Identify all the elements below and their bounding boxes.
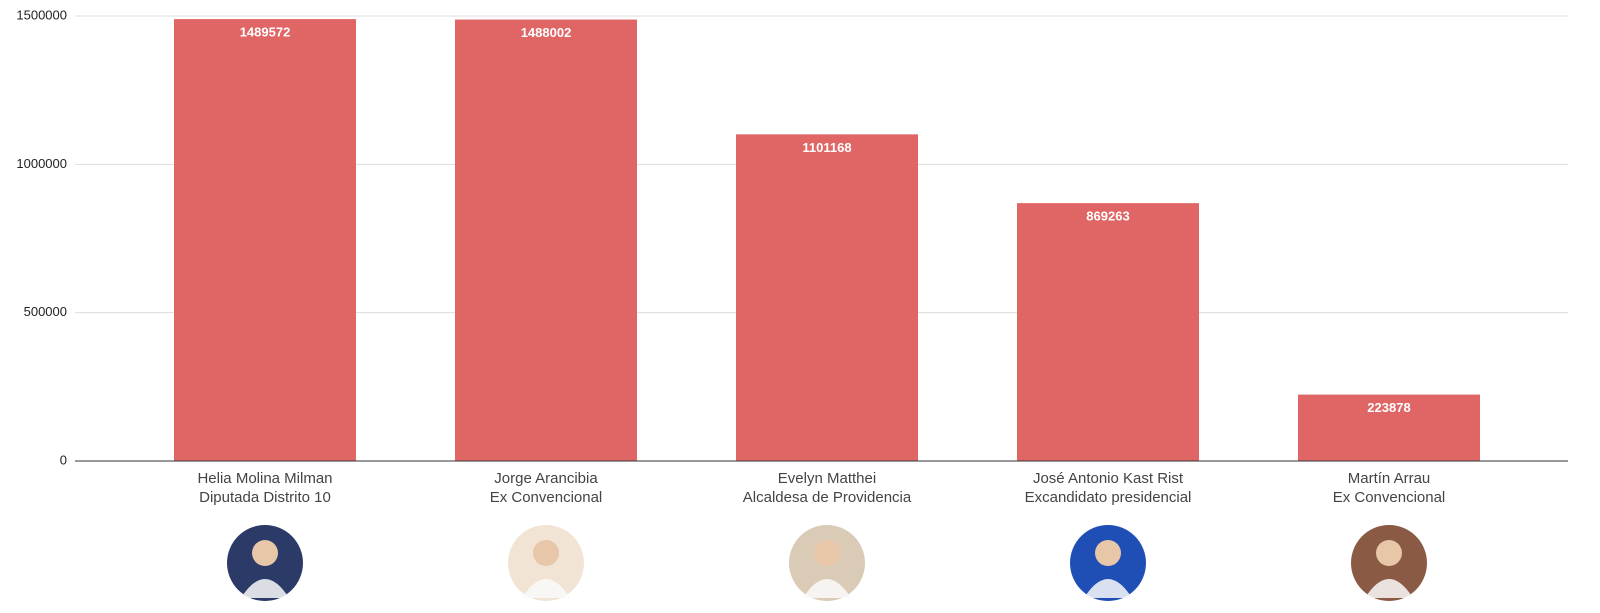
avatar-head	[1095, 540, 1121, 566]
bar	[1017, 203, 1199, 461]
avatar-body	[522, 579, 570, 598]
y-tick-label: 1000000	[16, 156, 67, 171]
avatar-body	[241, 579, 289, 598]
bar	[1298, 394, 1480, 461]
x-tick-sublabel: Ex Convencional	[1333, 489, 1446, 506]
value-label: 223878	[1367, 400, 1410, 415]
x-tick-sublabel: Diputada Distrito 10	[199, 489, 331, 506]
y-tick-label: 500000	[24, 304, 67, 319]
bar	[174, 19, 356, 462]
bar	[455, 19, 637, 461]
avatar	[508, 525, 584, 601]
x-tick-sublabel: Ex Convencional	[490, 489, 603, 506]
avatar	[789, 525, 865, 601]
x-tick-sublabel: Excandidato presidencial	[1025, 489, 1192, 506]
avatar-body	[803, 579, 851, 598]
value-label: 1101168	[802, 140, 851, 155]
value-label: 1489572	[240, 25, 291, 40]
bar	[736, 134, 918, 461]
value-label: 1488002	[521, 25, 572, 40]
avatar	[227, 525, 303, 601]
x-tick-sublabel: Alcaldesa de Providencia	[743, 489, 912, 506]
x-tick-label: Evelyn Matthei	[778, 470, 876, 487]
y-tick-label: 1500000	[16, 7, 67, 22]
avatar-body	[1365, 579, 1413, 598]
avatar	[1351, 525, 1427, 601]
x-tick-label: José Antonio Kast Rist	[1033, 470, 1184, 487]
avatar-head	[814, 540, 840, 566]
avatar-body	[1084, 579, 1132, 598]
avatar-head	[533, 540, 559, 566]
x-tick-label: Helia Molina Milman	[197, 470, 332, 487]
avatar	[1070, 525, 1146, 601]
x-tick-label: Martín Arrau	[1348, 470, 1431, 487]
avatar-head	[252, 540, 278, 566]
x-tick-label: Jorge Arancibia	[494, 470, 598, 487]
value-label: 869263	[1086, 209, 1129, 224]
y-tick-label: 0	[60, 452, 67, 467]
avatar-head	[1376, 540, 1402, 566]
